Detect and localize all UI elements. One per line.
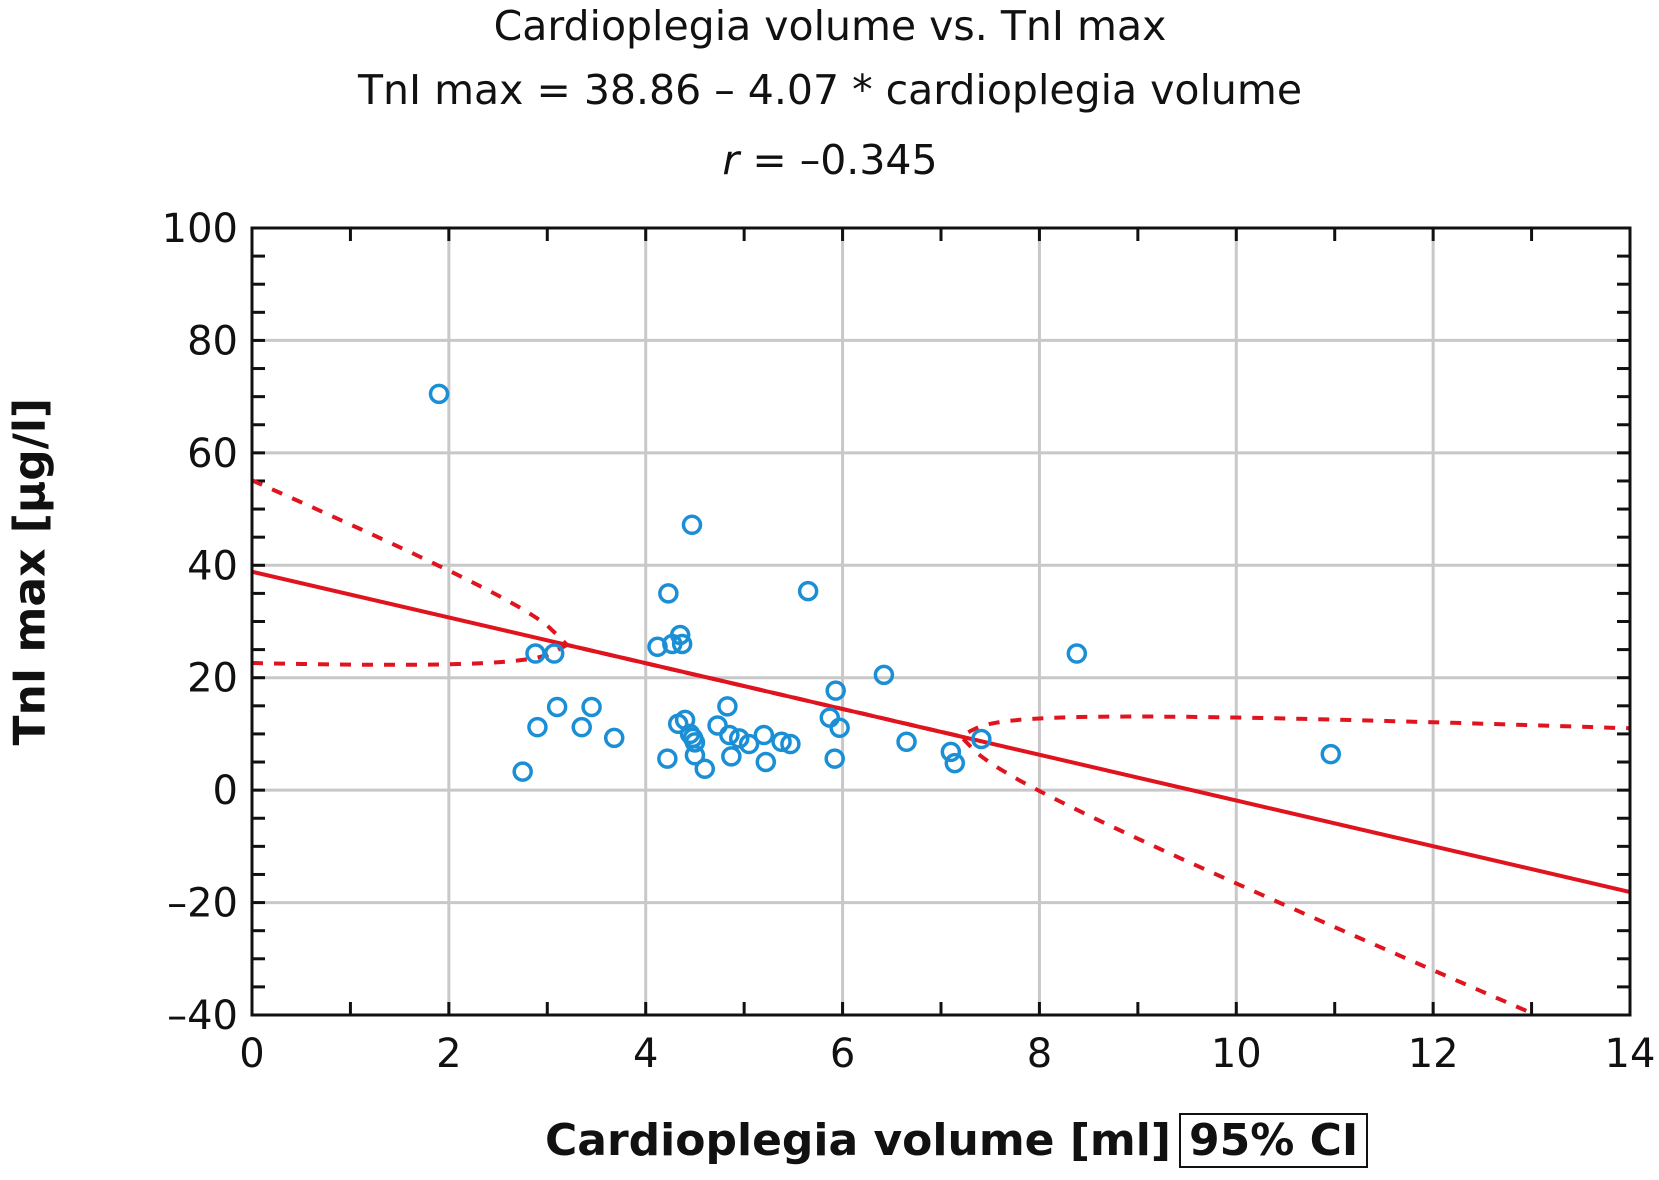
data-point <box>825 680 846 701</box>
data-point <box>717 696 738 717</box>
tick-labels: 0 2 4 6 8 10 12 14 –40 –20 0 20 40 60 80 100 <box>162 206 1656 1077</box>
data-point <box>873 664 895 686</box>
x-tick-label: 6 <box>830 1031 855 1077</box>
r-value: = –0.345 <box>739 136 938 184</box>
y-tick-label: 0 <box>213 768 238 814</box>
data-point <box>684 745 706 766</box>
data-point <box>512 761 533 782</box>
data-point <box>681 514 703 536</box>
data-point <box>669 624 691 646</box>
ci-lower-line <box>252 642 1542 1015</box>
y-tick-label: 100 <box>162 206 238 252</box>
y-axis-label: TnI max [µg/l] <box>4 397 56 746</box>
x-tick-label: 4 <box>633 1031 658 1077</box>
data-point <box>671 633 693 655</box>
x-tick-label: 10 <box>1211 1031 1262 1077</box>
y-tick-label: 80 <box>187 318 238 364</box>
grid <box>252 228 1630 1015</box>
data-point <box>771 731 792 753</box>
data-point <box>581 696 602 718</box>
data-point <box>780 733 801 755</box>
data-point <box>719 724 740 746</box>
r-label: r <box>722 136 740 184</box>
y-tick-label: 60 <box>187 431 238 477</box>
data-point <box>525 643 546 664</box>
data-point <box>543 643 565 664</box>
data-point <box>657 748 678 769</box>
y-tick-label: –20 <box>167 881 238 927</box>
data-point <box>753 724 775 746</box>
x-axis-label-group: Cardioplegia volume [ml] 95% CI <box>545 1113 1369 1168</box>
data-point <box>684 732 706 753</box>
data-points <box>428 383 1342 782</box>
data-point <box>721 746 742 767</box>
x-tick-label: 0 <box>239 1031 264 1077</box>
data-point <box>940 741 962 763</box>
y-tick-label: 40 <box>187 543 238 589</box>
plot-frame <box>250 226 1632 1017</box>
data-point <box>728 728 750 749</box>
data-point <box>527 716 548 738</box>
data-point <box>738 733 760 755</box>
y-tick-label: 20 <box>187 656 238 702</box>
data-point <box>1066 643 1088 664</box>
data-point <box>428 383 450 405</box>
chart-title: Cardioplegia volume vs. TnI max <box>493 2 1167 50</box>
regression-line <box>252 569 1630 894</box>
data-point <box>571 716 592 738</box>
ci-legend-box: 95% CI <box>1178 1113 1369 1168</box>
data-point <box>829 717 850 738</box>
data-point <box>658 583 679 604</box>
data-point <box>971 728 992 750</box>
data-point <box>755 751 777 773</box>
y-tick-label: –40 <box>167 993 238 1039</box>
data-point <box>944 752 966 774</box>
x-tick-label: 12 <box>1408 1031 1459 1077</box>
x-tick-label: 14 <box>1605 1031 1656 1077</box>
data-point <box>896 731 917 753</box>
chart-subtitle: TnI max = 38.86 – 4.07 * cardioplegia vo… <box>357 66 1303 114</box>
data-point <box>824 748 845 769</box>
data-point <box>603 727 625 749</box>
data-point <box>819 707 841 728</box>
data-point <box>1320 743 1342 765</box>
x-tick-label: 8 <box>1027 1031 1052 1077</box>
ci-upper-line <box>252 478 1630 739</box>
data-point <box>797 580 819 602</box>
x-tick-label: 2 <box>436 1031 461 1077</box>
r-annotation: r = –0.345 <box>330 136 1330 184</box>
x-axis-label: Cardioplegia volume [ml] <box>545 1115 1171 1166</box>
data-point <box>546 696 568 718</box>
regression-lines <box>252 478 1630 1015</box>
data-point <box>694 758 716 780</box>
